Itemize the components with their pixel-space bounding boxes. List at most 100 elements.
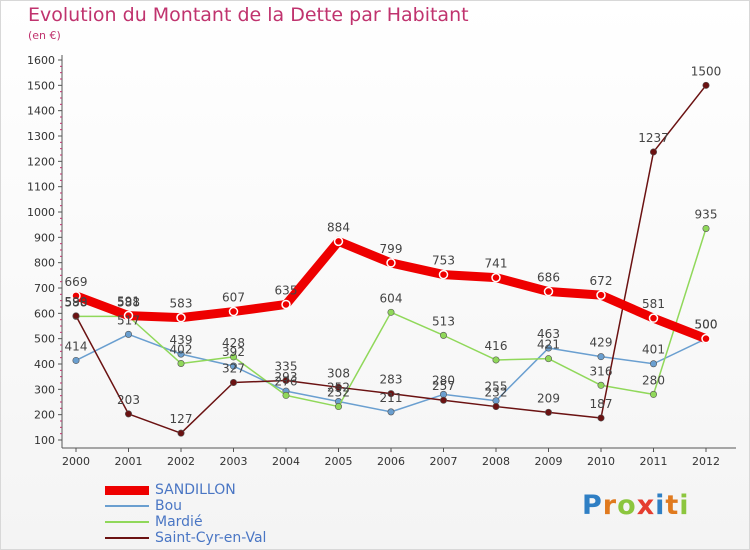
data-label: 416 [485, 339, 508, 353]
y-tick-label: 1300 [27, 130, 55, 143]
y-tick-label: 100 [34, 434, 55, 447]
data-point [597, 414, 605, 422]
data-label: 686 [537, 271, 560, 285]
data-point [438, 269, 449, 280]
y-tick-label: 800 [34, 257, 55, 270]
data-point [596, 290, 606, 300]
legend-label: Saint-Cyr-en-Val [155, 530, 267, 546]
data-label: 402 [170, 342, 193, 356]
data-label: 1237 [638, 131, 669, 145]
x-tick-label: 2006 [377, 455, 405, 468]
y-tick-label: 900 [34, 231, 55, 244]
data-label: 280 [642, 373, 665, 387]
legend-item-mardie: Mardié [105, 514, 266, 530]
data-point [492, 403, 500, 411]
x-tick-label: 2010 [587, 455, 615, 468]
data-label: 429 [590, 336, 613, 350]
data-point [281, 299, 291, 310]
data-point [125, 410, 133, 418]
legend-swatch [105, 521, 149, 523]
data-point [649, 148, 657, 156]
x-tick-label: 2000 [62, 455, 90, 468]
legend-swatch [105, 537, 149, 539]
legend-item-sandillon: SANDILLON [105, 482, 266, 498]
data-label: 439 [170, 333, 193, 347]
data-label: 672 [590, 274, 613, 288]
data-point [648, 313, 659, 323]
logo-letter: x [636, 490, 656, 521]
series-line-0 [71, 236, 711, 344]
data-point [649, 390, 657, 398]
data-point [228, 306, 239, 317]
data-label: 283 [380, 373, 403, 387]
y-tick-label: 1100 [27, 181, 55, 194]
data-label: 583 [170, 297, 193, 311]
logo-letter: P [582, 490, 603, 521]
data-point [544, 344, 552, 352]
legend-label: SANDILLON [155, 482, 236, 498]
data-label: 513 [432, 314, 455, 328]
data-label: 500 [695, 318, 718, 332]
y-tick-label: 600 [34, 307, 55, 320]
data-point [387, 408, 395, 416]
logo-letter: i [655, 490, 666, 521]
data-label: 500 [695, 318, 718, 332]
data-point [72, 356, 80, 364]
data-point [333, 236, 344, 247]
x-tick-label: 2001 [115, 455, 143, 468]
data-point [386, 258, 396, 268]
data-label: 203 [117, 393, 140, 407]
data-label: 463 [537, 327, 560, 341]
x-tick-label: 2012 [692, 455, 720, 468]
y-tick-label: 300 [34, 383, 55, 396]
chart-plot: 100 200 300 400 500 600 700 800 900 1000 1100 1200 1… [27, 54, 736, 468]
data-point [544, 355, 552, 363]
data-label: 669 [65, 275, 88, 289]
logo-letter: t [665, 490, 680, 521]
data-point [230, 362, 238, 370]
data-label: 255 [485, 380, 508, 394]
data-label: 276 [275, 374, 298, 388]
data-label: 257 [432, 379, 455, 393]
data-point [701, 333, 711, 344]
data-point [334, 383, 342, 391]
data-point [230, 353, 238, 361]
logo-letter: i [679, 490, 690, 521]
data-label: 392 [222, 345, 245, 359]
legend-item-bou: Bou [105, 498, 266, 514]
x-tick-label: 2011 [640, 455, 668, 468]
data-label: 421 [537, 338, 560, 352]
data-label: 1500 [691, 64, 722, 78]
data-label: 935 [695, 207, 718, 221]
data-point [282, 376, 290, 384]
y-tick-label: 1500 [27, 79, 55, 92]
data-point [334, 403, 342, 411]
legend-label: Bou [155, 498, 183, 514]
data-point [177, 429, 185, 437]
data-label: 211 [380, 391, 403, 405]
data-point [230, 378, 238, 386]
legend-swatch [105, 485, 149, 495]
data-label: 316 [590, 364, 613, 378]
data-point [282, 391, 290, 399]
chart-title: Evolution du Montant de la Dette par Hab… [28, 4, 469, 26]
data-label: 187 [590, 397, 613, 411]
data-label: 280 [432, 373, 455, 387]
data-label: 517 [117, 313, 140, 327]
chart-subtitle: (en €) [28, 29, 61, 42]
logo-letter: r [602, 490, 618, 521]
data-point [387, 390, 395, 398]
data-label: 741 [485, 257, 508, 271]
data-point [491, 272, 501, 283]
data-label: 607 [222, 291, 245, 305]
y-tick-label: 1200 [27, 155, 55, 168]
data-point [439, 396, 447, 404]
data-point [123, 310, 134, 321]
data-point [544, 408, 552, 416]
data-point [649, 360, 657, 368]
data-point [72, 312, 80, 320]
data-label: 252 [327, 380, 350, 394]
data-label: 401 [642, 343, 665, 357]
data-point [702, 81, 710, 89]
y-tick-label: 1000 [27, 206, 55, 219]
